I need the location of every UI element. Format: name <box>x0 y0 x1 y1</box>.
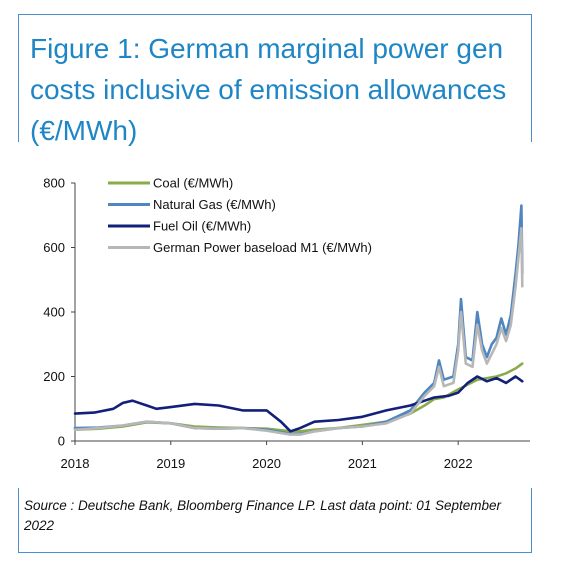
legend-label-0: Coal (€/MWh) <box>153 176 233 191</box>
y-tick-label: 0 <box>58 434 65 449</box>
series-line-3 <box>73 226 524 436</box>
chart-axes: 0 200 400 600 800 2018 2019 2020 2021 2022 <box>43 176 530 471</box>
y-tick-label: 400 <box>43 305 65 320</box>
frame-bottom-right-border <box>531 488 532 552</box>
frame-top-border <box>18 14 532 15</box>
y-tick-label: 800 <box>43 176 65 191</box>
chart-legend: Coal (€/MWh) Natural Gas (€/MWh) Fuel Oil … <box>108 176 372 255</box>
x-tick-label: 2018 <box>61 456 90 471</box>
series-line-2 <box>73 375 524 433</box>
series-layer <box>73 204 524 436</box>
y-tick-label: 200 <box>43 369 65 384</box>
figure-title: Figure 1: German marginal power gen cost… <box>30 33 507 146</box>
legend-label-3: German Power baseload M1 (€/MWh) <box>153 240 372 255</box>
x-tick-label: 2020 <box>252 456 281 471</box>
x-tick-label: 2019 <box>156 456 185 471</box>
legend-label-1: Natural Gas (€/MWh) <box>153 197 276 212</box>
frame-bottom-border <box>18 552 532 553</box>
frame-right-border <box>531 14 532 142</box>
line-chart: 0 200 400 600 800 2018 2019 2020 2021 2022 Coal (… <box>43 176 530 471</box>
x-tick-label: 2022 <box>444 456 473 471</box>
x-tick-label: 2021 <box>348 456 377 471</box>
frame-bottom-left-border <box>18 488 19 552</box>
legend-label-2: Fuel Oil (€/MWh) <box>153 219 251 234</box>
y-tick-label: 600 <box>43 240 65 255</box>
frame-left-border <box>18 14 19 142</box>
source-note: Source : Deutsche Bank, Bloomberg Financ… <box>24 498 502 533</box>
